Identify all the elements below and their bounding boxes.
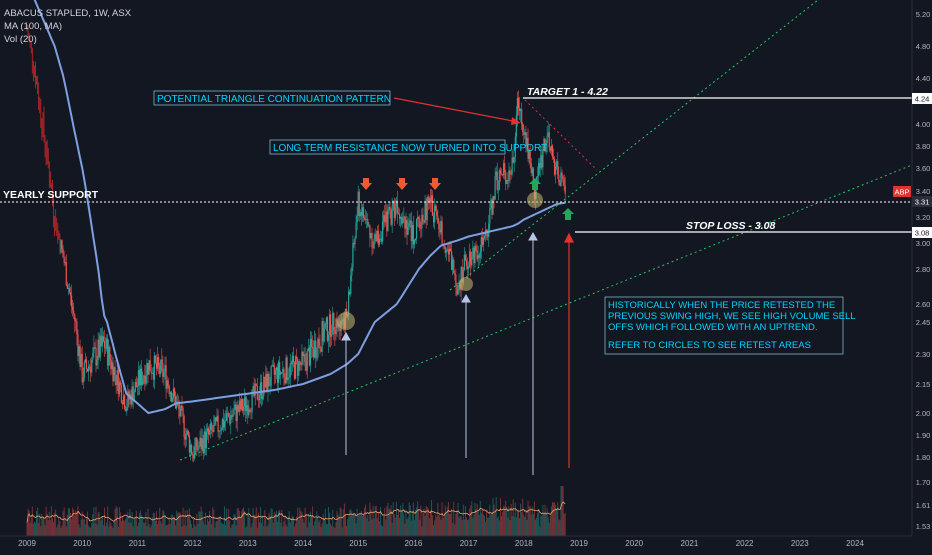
price-tick-label: 2.30 (916, 350, 931, 359)
time-tick-label: 2018 (515, 539, 533, 548)
price-tick-label: 1.90 (916, 431, 931, 440)
time-tick-label: 2019 (570, 539, 588, 548)
price-tick-label: 4.00 (916, 120, 931, 129)
price-tick-label: 2.45 (916, 318, 931, 327)
time-tick-label: 2021 (681, 539, 699, 548)
stop-price-badge (912, 227, 932, 238)
time-tick-label: 2009 (18, 539, 36, 548)
time-tick-label: 2010 (73, 539, 91, 548)
time-tick-label: 2016 (405, 539, 423, 548)
price-tick-label: 1.80 (916, 453, 931, 462)
history-note-box (604, 296, 844, 355)
time-tick-label: 2011 (129, 539, 147, 548)
triangle-note-text: POTENTIAL TRIANGLE CONTINUATION PATTERN (157, 94, 391, 105)
price-tick-label: 1.70 (916, 478, 931, 487)
resistance-note-box (269, 139, 506, 155)
time-tick-label: 2022 (736, 539, 754, 548)
time-tick-label: 2017 (460, 539, 478, 548)
price-tick-label: 3.60 (916, 164, 931, 173)
time-tick-label: 2012 (184, 539, 202, 548)
price-tick-label: 1.53 (916, 522, 931, 531)
price-axis[interactable] (912, 0, 932, 550)
retest-arrow-1 (341, 331, 351, 455)
resistance-arrow-3 (429, 178, 441, 190)
price-tick-label: 3.20 (916, 213, 931, 222)
target-price-badge (912, 93, 932, 104)
support-arrow-1 (529, 178, 541, 190)
uptrend-line-lower[interactable] (179, 164, 913, 461)
triangle-note-box (153, 90, 391, 106)
retest-circle-2017 (459, 277, 473, 291)
resistance-arrow-1 (360, 178, 372, 190)
current-price-badge-text: 3.31 (915, 198, 930, 207)
time-tick-label: 2015 (349, 539, 367, 548)
retest-circle-2015 (337, 312, 355, 330)
volume-bars (26, 486, 566, 536)
price-tick-label: 5.20 (916, 10, 931, 19)
price-tick-label: 4.40 (916, 74, 931, 83)
price-tick-label: 2.15 (916, 380, 931, 389)
time-tick-label: 2014 (294, 539, 312, 548)
triangle-note-arrow (393, 97, 521, 125)
symbol-badge-text: ABP (894, 188, 909, 197)
chart-title: ABACUS STAPLED, 1W, ASX (4, 8, 132, 19)
price-tick-label: 3.40 (916, 187, 931, 196)
resistance-arrow-2 (396, 178, 408, 190)
retest-arrow-2 (461, 293, 471, 458)
price-tick-label: 2.00 (916, 409, 931, 418)
resistance-note-text: LONG TERM RESISTANCE NOW TURNED INTO SUP… (273, 143, 547, 154)
moving-average-line[interactable] (27, 0, 566, 415)
target-price-badge-text: 4.24 (915, 95, 930, 104)
price-tick-label: 2.80 (916, 265, 931, 274)
yearly-support-label: YEARLY SUPPORT (3, 189, 99, 201)
price-tick-label: 1.61 (916, 501, 931, 510)
price-candles (26, 24, 566, 463)
retest-arrow-3 (528, 231, 538, 475)
symbol-badge[interactable] (893, 186, 911, 197)
history-note-refer: REFER TO CIRCLES TO SEE RETEST AREAS (608, 340, 811, 351)
stop-loss-label: STOP LOSS - 3.08 (686, 220, 775, 232)
support-arrow-2 (562, 208, 574, 220)
price-tick-label: 4.80 (916, 42, 931, 51)
uptrend-line-upper[interactable] (449, 0, 819, 291)
triangle-resistance-line[interactable] (524, 99, 598, 171)
time-tick-label: 2023 (791, 539, 809, 548)
price-tick-label: 3.80 (916, 142, 931, 151)
ma-indicator-label[interactable]: MA (100, MA) (4, 21, 62, 32)
current-arrow (564, 232, 574, 468)
time-tick-label: 2024 (846, 539, 864, 548)
price-tick-label: 2.60 (916, 300, 931, 309)
retest-circle-2018 (527, 192, 543, 208)
volume-indicator-label[interactable]: Vol (20) (4, 34, 37, 45)
history-note-text: HISTORICALLY WHEN THE PRICE RETESTED THE… (608, 300, 858, 351)
time-axis[interactable] (0, 536, 912, 550)
time-tick-label: 2020 (625, 539, 643, 548)
price-tick-label: 3.00 (916, 239, 931, 248)
current-price-badge (912, 196, 932, 207)
stop-price-badge-text: 3.08 (915, 229, 930, 238)
target-label: TARGET 1 - 4.22 (527, 86, 608, 98)
time-tick-label: 2013 (239, 539, 257, 548)
